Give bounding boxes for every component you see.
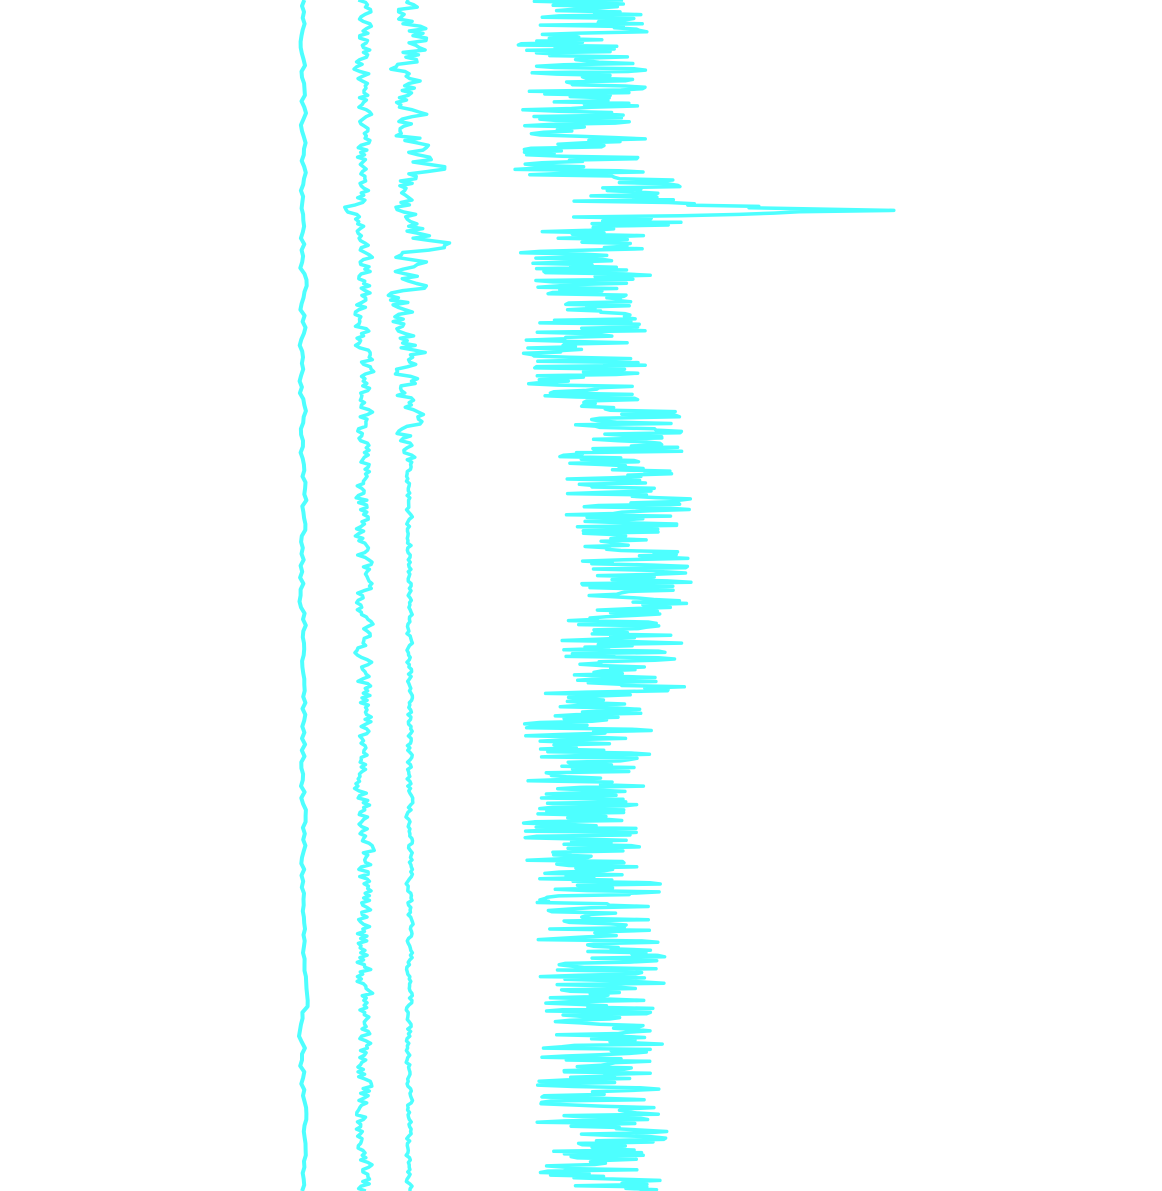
waveform-trace-2 xyxy=(343,0,376,1191)
waveform-trace-4 xyxy=(513,0,896,1191)
waveform-trace-3 xyxy=(386,0,452,1191)
trace-group xyxy=(297,0,896,1191)
waveform-trace-1 xyxy=(297,0,310,1191)
